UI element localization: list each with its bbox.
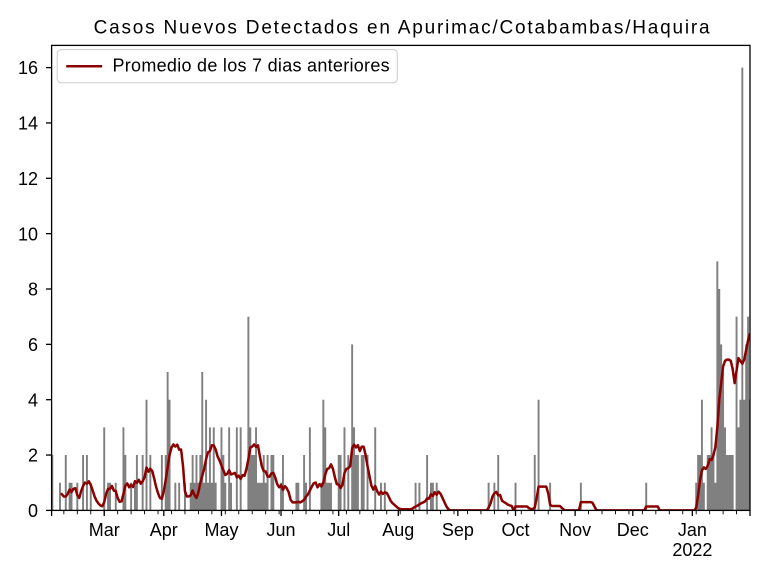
svg-text:Nov: Nov xyxy=(559,520,591,540)
svg-text:10: 10 xyxy=(18,224,38,244)
svg-text:6: 6 xyxy=(28,335,38,355)
svg-text:16: 16 xyxy=(18,58,38,78)
svg-text:0: 0 xyxy=(28,501,38,521)
svg-text:2: 2 xyxy=(28,446,38,466)
svg-text:Jan: Jan xyxy=(678,520,707,540)
svg-text:Promedio de los 7 dias anterio: Promedio de los 7 dias anteriores xyxy=(113,56,390,76)
svg-text:Oct: Oct xyxy=(502,520,530,540)
svg-text:Sep: Sep xyxy=(442,520,474,540)
svg-text:Dec: Dec xyxy=(617,520,649,540)
svg-text:14: 14 xyxy=(18,114,38,134)
svg-text:Aug: Aug xyxy=(382,520,414,540)
svg-text:Jun: Jun xyxy=(267,520,296,540)
svg-text:Apr: Apr xyxy=(150,520,178,540)
svg-text:8: 8 xyxy=(28,280,38,300)
svg-text:2022: 2022 xyxy=(672,540,712,560)
svg-text:May: May xyxy=(204,520,238,540)
svg-text:Jul: Jul xyxy=(327,520,350,540)
svg-text:Mar: Mar xyxy=(89,520,120,540)
svg-text:12: 12 xyxy=(18,169,38,189)
svg-text:4: 4 xyxy=(28,390,38,410)
svg-text:Casos Nuevos Detectados en Apu: Casos Nuevos Detectados en Apurimac/Cota… xyxy=(94,18,712,39)
